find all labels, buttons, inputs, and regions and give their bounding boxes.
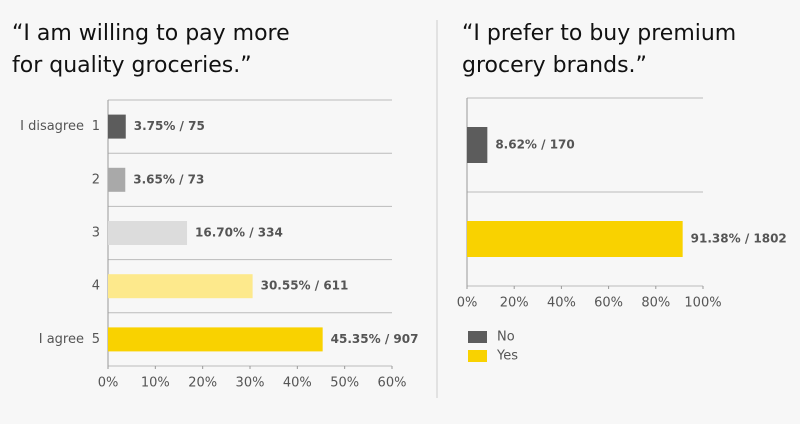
value-label: 16.70% / 334: [195, 226, 283, 240]
legend-swatch: [468, 350, 487, 362]
category-note: I agree: [39, 332, 84, 347]
y-tick-label: 5: [92, 332, 100, 347]
y-tick-label: 4: [92, 279, 100, 294]
bar: [108, 114, 126, 139]
x-tick-label: 80%: [641, 296, 670, 311]
x-tick-label: 0%: [457, 296, 478, 311]
x-tick-label: 40%: [547, 296, 576, 311]
value-label: 91.38% / 1802: [691, 232, 787, 246]
value-label: 3.65% / 73: [133, 172, 204, 186]
legend-label: No: [497, 330, 515, 345]
bar: [467, 127, 488, 163]
x-tick-label: 40%: [283, 376, 312, 391]
x-tick-label: 60%: [378, 376, 407, 391]
y-tick-label: 3: [92, 226, 100, 241]
value-label: 30.55% / 611: [261, 279, 349, 293]
legend-swatch: [468, 331, 487, 343]
x-tick-label: 60%: [594, 296, 623, 311]
bar: [467, 221, 683, 257]
x-tick-label: 20%: [188, 376, 217, 391]
chart-title: grocery brands.”: [462, 53, 647, 78]
y-tick-label: 2: [92, 172, 100, 187]
x-tick-label: 30%: [236, 376, 265, 391]
x-tick-label: 100%: [684, 296, 721, 311]
bar: [108, 327, 323, 352]
x-tick-label: 20%: [500, 296, 529, 311]
bar: [108, 274, 253, 299]
bar: [108, 167, 126, 192]
x-tick-label: 10%: [141, 376, 170, 391]
value-label: 3.75% / 75: [134, 119, 205, 133]
x-tick-label: 0%: [98, 376, 119, 391]
y-tick-label: 1: [92, 119, 100, 134]
chart-title: for quality groceries.”: [12, 53, 252, 78]
value-label: 8.62% / 170: [495, 138, 574, 152]
category-note: I disagree: [20, 119, 84, 134]
x-tick-label: 50%: [330, 376, 359, 391]
bar: [108, 221, 188, 245]
value-label: 45.35% / 907: [331, 332, 419, 346]
chart-title: “I prefer to buy premium: [462, 21, 736, 46]
chart-title: “I am willing to pay more: [12, 21, 290, 46]
legend-label: Yes: [496, 349, 518, 364]
